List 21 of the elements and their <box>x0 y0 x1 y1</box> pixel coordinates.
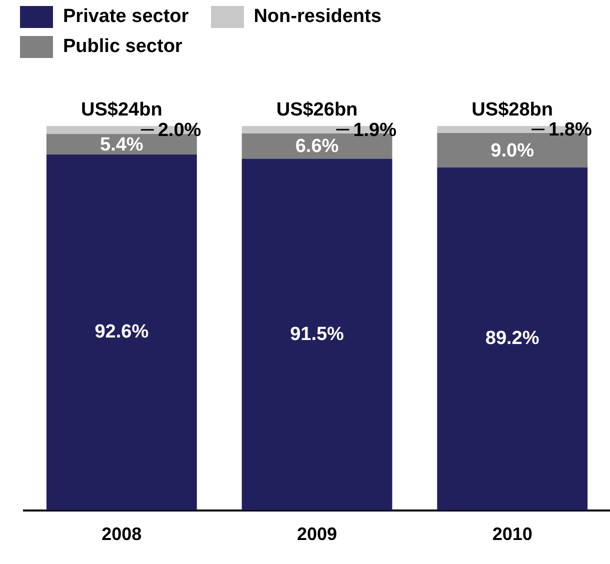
data-label: 1.9% <box>353 120 397 141</box>
data-label: 92.6% <box>94 322 149 343</box>
data-label: 1.8% <box>548 120 592 141</box>
legend-label: Non-residents <box>254 6 382 28</box>
legend-label: Private sector <box>63 6 189 28</box>
total-label: US$24bn <box>81 100 162 121</box>
data-label: 9.0% <box>490 140 534 162</box>
data-label: 5.4% <box>100 134 144 156</box>
data-label: 89.2% <box>485 328 540 350</box>
legend-label: Public sector <box>63 36 182 58</box>
data-label: 91.5% <box>290 324 344 345</box>
data-label: 6.6% <box>295 136 339 158</box>
data-label: 2.0% <box>158 120 202 142</box>
bar <box>242 158 392 510</box>
bar <box>437 168 588 510</box>
bar <box>46 154 197 510</box>
x-tick-label: 2008 <box>102 524 142 544</box>
total-label: US$28bn <box>472 100 553 121</box>
x-tick-label: 2009 <box>296 524 338 544</box>
total-label: US$26bn <box>276 100 358 121</box>
x-tick-label: 2010 <box>492 524 532 544</box>
